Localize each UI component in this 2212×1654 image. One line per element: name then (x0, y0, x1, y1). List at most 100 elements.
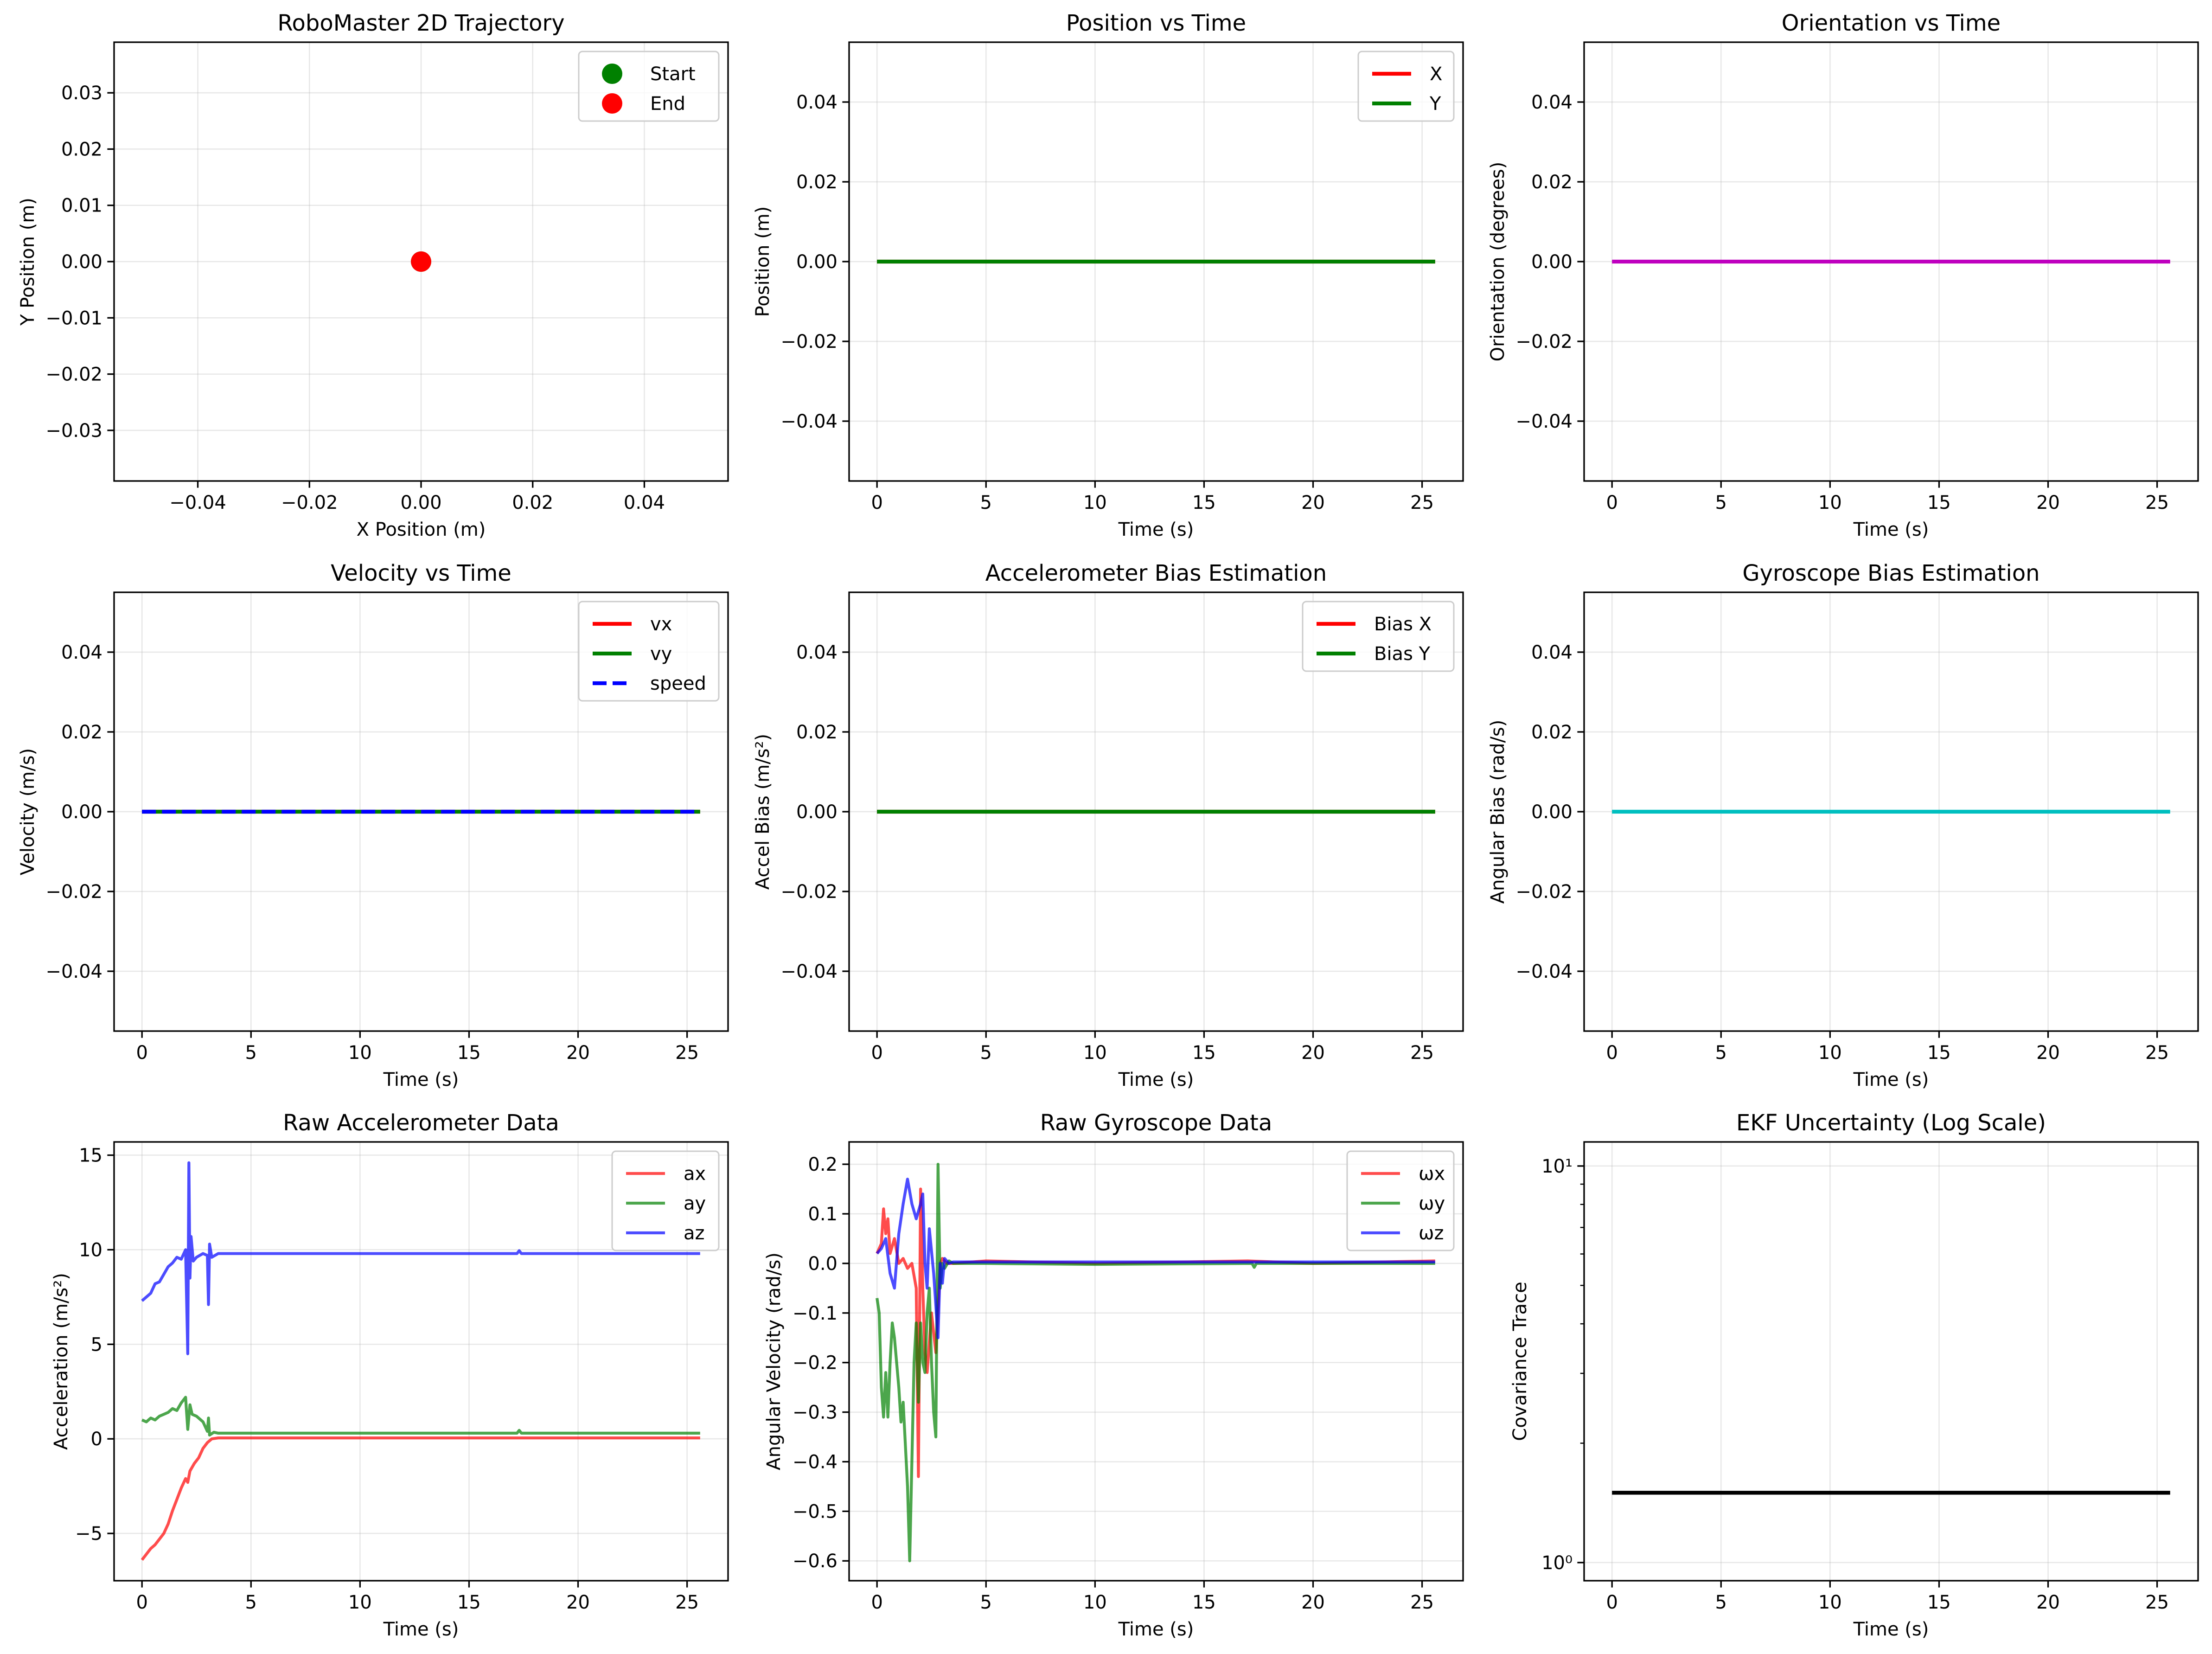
x-tick-label: 0 (1606, 492, 1617, 513)
x-axis-label: Time (s) (1118, 1619, 1194, 1640)
x-tick-label: 25 (1410, 492, 1434, 513)
x-tick-label: 0 (136, 1592, 147, 1613)
legend-label: ay (684, 1193, 706, 1214)
x-tick-label: 20 (1301, 492, 1325, 513)
legend: ωx ωy ωz (1346, 1150, 1455, 1251)
legend-label: Bias Y (1374, 643, 1431, 665)
x-axis-label: Time (s) (1853, 519, 1929, 540)
y-tick-label: −0.04 (780, 961, 837, 982)
legend: XY (1357, 51, 1455, 122)
series-line--z (876, 1178, 1435, 1340)
x-axis-label: Time (s) (1118, 1069, 1194, 1090)
x-tick-label: 0 (136, 1042, 147, 1064)
x-tick-label: 25 (1410, 1592, 1434, 1613)
y-tick-label: −0.4 (793, 1451, 837, 1473)
legend-label: Y (1429, 93, 1441, 115)
y-tick-label: −0.04 (1515, 411, 1573, 432)
y-tick-label: −0.5 (793, 1501, 837, 1522)
chart-title: RoboMaster 2D Trajectory (277, 10, 564, 36)
y-tick-label: 0.1 (808, 1204, 837, 1225)
x-tick-label: 15 (457, 1042, 481, 1064)
y-tick-label: −0.02 (1515, 331, 1573, 353)
legend-box (611, 1150, 720, 1251)
plot-area (141, 1161, 700, 1561)
legend-box (1346, 1150, 1455, 1251)
chart-panel-4: 0 5 10 15 20 25 −0.04 −0.02 0.00 0.02 0.04 Velocity… (17, 560, 729, 1090)
chart-panel-5: 0 5 10 15 20 25 −0.04 −0.02 0.00 0.02 0.04 Accelero… (752, 560, 1464, 1090)
y-tick-label: 0.2 (808, 1154, 837, 1175)
y-tick-label: 0.04 (796, 642, 837, 663)
x-tick-label: 5 (245, 1042, 257, 1064)
y-axis-label: Angular Velocity (rad/s) (763, 1252, 785, 1470)
axes-frame (848, 1141, 1464, 1582)
y-tick-label: 5 (91, 1334, 102, 1355)
y-tick-label: 10¹ (1541, 1156, 1573, 1177)
y-tick-label: 15 (79, 1145, 102, 1167)
x-tick-label: 15 (1192, 1042, 1216, 1064)
x-tick-label: 25 (675, 1042, 699, 1064)
legend: vx vy speed (578, 601, 720, 702)
x-tick-label: 10 (348, 1592, 372, 1613)
x-axis-label: Time (s) (1853, 1069, 1929, 1090)
x-tick-label: −0.02 (281, 492, 338, 513)
plot-area (411, 251, 431, 272)
y-tick-label: 0.02 (61, 139, 102, 160)
series-line--y (876, 1162, 1435, 1563)
x-tick-label: 10 (1083, 1592, 1107, 1613)
x-tick-label: 25 (1410, 1042, 1434, 1064)
x-tick-label: −0.04 (169, 492, 226, 513)
chart-title: Orientation vs Time (1782, 10, 2001, 36)
y-axis-label: Acceleration (m/s²) (51, 1273, 72, 1450)
x-axis-label: X Position (m) (357, 519, 486, 540)
axes-frame (113, 1141, 729, 1582)
y-axis-label: Velocity (m/s) (17, 748, 38, 875)
series-line-ay (141, 1396, 700, 1437)
chart-title: EKF Uncertainty (Log Scale) (1736, 1110, 2046, 1136)
x-tick-label: 10 (1818, 1592, 1842, 1613)
legend: Start End (578, 51, 720, 122)
legend-marker-end (602, 93, 622, 114)
y-axis-label: Angular Bias (rad/s) (1487, 720, 1509, 904)
x-tick-label: 0 (871, 492, 882, 513)
chart-panel-3: 0 5 10 15 20 25 −0.04 −0.02 0.00 0.02 0.04 Orientat… (1487, 10, 2199, 540)
y-tick-label: 0.00 (1531, 801, 1573, 823)
y-tick-label: 0.00 (1531, 251, 1573, 273)
y-tick-label: −5 (75, 1523, 102, 1545)
y-tick-label: 0.04 (796, 92, 837, 113)
x-tick-label: 10 (348, 1042, 372, 1064)
legend-label: vx (650, 614, 672, 635)
x-axis-label: Time (s) (1853, 1619, 1929, 1640)
y-tick-label: 0.00 (61, 251, 102, 273)
x-tick-label: 10 (1818, 492, 1842, 513)
y-tick-label: −0.02 (45, 881, 102, 903)
chart-title: Accelerometer Bias Estimation (985, 560, 1327, 586)
x-tick-label: 0 (871, 1042, 882, 1064)
legend: Bias X Bias Y (1302, 601, 1455, 672)
chart-title: Raw Accelerometer Data (283, 1110, 559, 1136)
legend-label: ωx (1419, 1163, 1445, 1185)
y-tick-label: 0 (91, 1429, 102, 1450)
legend-label: ωy (1419, 1193, 1445, 1214)
x-tick-label: 5 (1715, 1592, 1727, 1613)
y-tick-label: −0.04 (1515, 961, 1573, 982)
x-tick-label: 25 (675, 1592, 699, 1613)
x-tick-label: 25 (2145, 492, 2169, 513)
legend-label: ωz (1419, 1223, 1444, 1244)
x-tick-label: 10 (1083, 1042, 1107, 1064)
x-tick-label: 15 (457, 1592, 481, 1613)
y-axis-label: Orientation (degrees) (1487, 162, 1509, 362)
legend-label: End (650, 93, 685, 115)
y-tick-label: 0.04 (1531, 92, 1573, 113)
y-tick-label: −0.03 (45, 420, 102, 442)
y-tick-label: −0.02 (780, 331, 837, 353)
x-tick-label: 15 (1927, 1042, 1951, 1064)
y-tick-label: −0.04 (780, 411, 837, 432)
y-tick-label: 0.02 (796, 172, 837, 193)
legend-box (578, 601, 720, 702)
plot-area (876, 1162, 1435, 1563)
x-tick-label: 5 (245, 1592, 257, 1613)
legend-label: X (1430, 64, 1442, 85)
y-axis-label: Position (m) (752, 206, 774, 317)
x-tick-label: 5 (980, 1042, 992, 1064)
y-tick-label: 10⁰ (1541, 1552, 1573, 1574)
